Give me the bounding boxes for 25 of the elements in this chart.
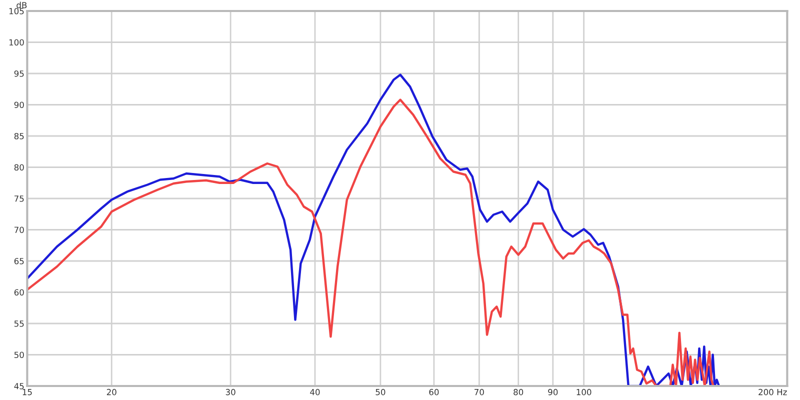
x-tick-label: 70	[474, 388, 484, 396]
y-tick-label: 60	[14, 289, 24, 296]
y-tick-label: 105	[9, 8, 24, 14]
y-tick-label: 80	[14, 164, 24, 171]
y-tick-label: 65	[14, 258, 24, 264]
x-tick-label: 20	[106, 388, 116, 396]
y-tick-label: 70	[14, 226, 24, 234]
x-tick-label: 90	[548, 388, 558, 396]
y-axis-title: dB	[16, 2, 27, 8]
y-tick-label: 85	[14, 132, 24, 140]
y-tick-label: 100	[9, 39, 24, 46]
x-tick-label: 60	[429, 388, 439, 396]
y-tick-label: 75	[14, 196, 24, 202]
x-tick-label: 40	[310, 388, 320, 396]
x-tick-label: 15	[22, 389, 32, 396]
x-tick-label: 100	[576, 388, 592, 396]
y-tick-label: 90	[14, 102, 24, 108]
y-tick-label: 95	[14, 70, 24, 77]
x-tick-label: 80	[514, 388, 524, 396]
x-tick-label: 30	[226, 388, 236, 396]
x-tick-label: 200 Hz	[758, 388, 787, 396]
y-tick-label: 50	[14, 352, 24, 358]
x-tick-label: 50	[376, 388, 386, 396]
y-tick-label: 45	[14, 383, 24, 390]
y-tick-label: 55	[14, 320, 24, 327]
